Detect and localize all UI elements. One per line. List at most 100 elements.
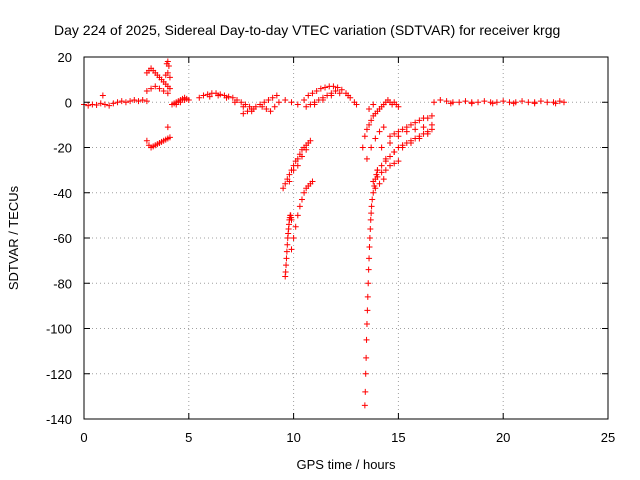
data-point <box>307 101 314 108</box>
data-point <box>290 167 297 174</box>
data-point <box>283 248 290 255</box>
data-point <box>284 241 291 248</box>
data-point <box>391 149 398 156</box>
data-point <box>387 162 394 169</box>
data-point <box>506 99 513 106</box>
data-point <box>334 84 341 91</box>
data-point <box>229 94 236 101</box>
data-point <box>456 99 463 106</box>
y-tick-label: -60 <box>53 231 72 246</box>
data-point <box>296 203 303 210</box>
data-point <box>322 84 329 91</box>
data-point <box>468 100 475 107</box>
data-point <box>363 336 370 343</box>
data-point <box>391 160 398 167</box>
data-point <box>294 212 301 219</box>
data-point <box>407 139 414 146</box>
data-point <box>263 106 270 113</box>
data-point <box>416 135 423 142</box>
data-point <box>135 98 142 105</box>
data-point <box>223 94 230 101</box>
data-point <box>240 103 247 110</box>
data-point <box>282 180 289 187</box>
data-point <box>85 102 92 109</box>
data-point <box>164 58 171 65</box>
data-point <box>177 99 184 106</box>
data-point <box>387 153 394 160</box>
data-point <box>403 124 410 131</box>
data-point <box>380 124 387 131</box>
data-point <box>431 99 438 106</box>
data-point <box>370 178 377 185</box>
data-point <box>412 126 419 133</box>
data-point <box>269 94 276 101</box>
data-point <box>181 96 188 103</box>
data-point <box>378 144 385 151</box>
data-point <box>288 246 295 253</box>
data-point <box>173 101 180 108</box>
x-tick-label: 0 <box>80 430 87 445</box>
data-point <box>399 144 406 151</box>
x-tick-label: 25 <box>601 430 615 445</box>
data-point <box>319 94 326 101</box>
data-point <box>200 92 207 99</box>
y-tick-label: 20 <box>58 50 72 65</box>
series-dip_9_5h_recovery <box>288 178 316 253</box>
data-point <box>366 244 373 251</box>
data-point <box>336 90 343 97</box>
series-arc_13_14h_upper <box>359 96 402 151</box>
data-point <box>288 216 295 223</box>
data-point <box>305 92 312 99</box>
x-axis-label: GPS time / hours <box>297 457 396 472</box>
data-point <box>332 87 339 94</box>
data-point <box>265 96 272 103</box>
data-point <box>275 99 282 106</box>
data-point <box>369 196 376 203</box>
data-point <box>387 139 394 146</box>
series-baseline_late <box>431 96 567 107</box>
data-point <box>368 210 375 217</box>
data-point <box>475 99 482 106</box>
y-tick-label: -40 <box>53 186 72 201</box>
data-point <box>544 99 551 106</box>
series-arc_14_16h <box>374 121 435 174</box>
data-point <box>240 110 247 117</box>
data-point <box>365 266 372 273</box>
data-point <box>160 87 167 94</box>
data-point <box>372 185 379 192</box>
y-tick-label: -100 <box>46 322 72 337</box>
data-point <box>366 235 373 241</box>
data-point <box>428 112 435 119</box>
data-point <box>363 320 370 327</box>
data-point <box>294 162 301 169</box>
data-point <box>282 96 289 103</box>
data-point <box>110 100 117 107</box>
data-point <box>324 92 331 99</box>
data-point <box>252 103 259 110</box>
data-point <box>106 102 113 109</box>
data-point <box>118 98 125 105</box>
data-point <box>282 268 289 275</box>
data-point <box>301 96 308 103</box>
data-point <box>131 96 138 103</box>
data-point <box>395 103 402 110</box>
plot-frame <box>83 56 609 420</box>
data-point <box>382 155 389 162</box>
data-point <box>412 119 419 126</box>
data-point <box>290 235 297 241</box>
data-point <box>378 169 385 176</box>
chart-title: Day 224 of 2025, Sidereal Day-to-day VTE… <box>54 22 560 38</box>
y-tick-label: -80 <box>53 276 72 291</box>
data-point <box>303 103 310 110</box>
data-point <box>238 99 245 106</box>
data-point <box>261 99 268 106</box>
data-points <box>81 58 567 409</box>
data-point <box>294 155 301 162</box>
data-point <box>164 69 171 76</box>
data-point <box>395 158 402 165</box>
data-point <box>366 106 373 113</box>
data-point <box>309 178 316 185</box>
x-axis-ticks: 0 5 10 15 20 25 <box>80 57 615 445</box>
data-point <box>556 98 563 105</box>
data-point <box>500 98 507 105</box>
